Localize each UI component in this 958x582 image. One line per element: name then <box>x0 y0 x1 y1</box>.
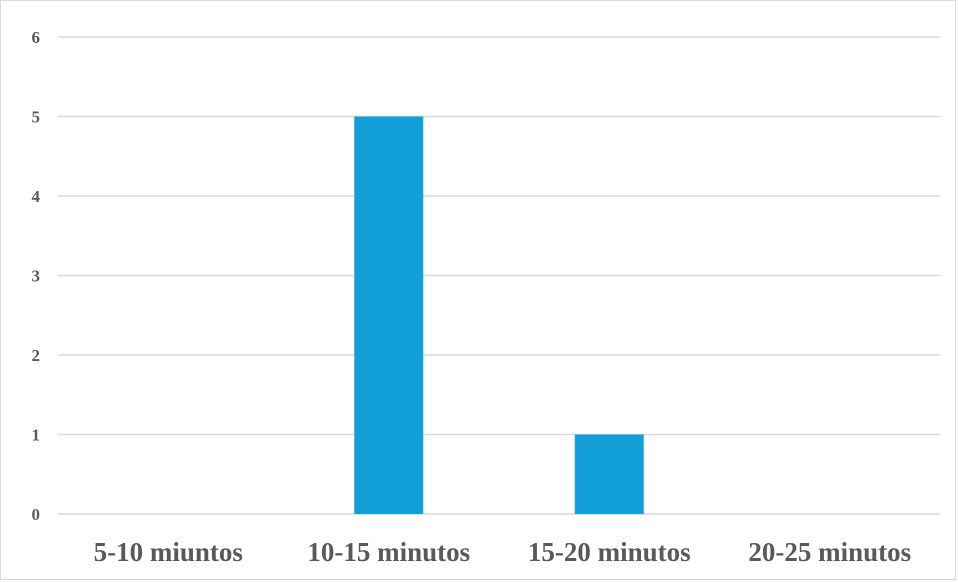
y-tick-label: 1 <box>32 426 41 445</box>
y-tick-label: 0 <box>32 505 41 524</box>
x-axis-category-labels: 5-10 miuntos 10-15 minutos 15-20 minutos 20… <box>94 537 912 567</box>
x-category-label: 15-20 minutos <box>528 537 691 567</box>
x-category-label: 5-10 miuntos <box>94 537 243 567</box>
y-tick-label: 3 <box>32 267 41 286</box>
bar-2 <box>574 434 644 514</box>
y-tick-label: 5 <box>32 108 41 127</box>
x-category-label: 10-15 minutos <box>307 537 470 567</box>
y-tick-label: 4 <box>32 187 41 206</box>
gridlines <box>58 36 940 515</box>
y-tick-label: 6 <box>32 28 41 47</box>
y-tick-label: 2 <box>32 346 41 365</box>
bars <box>354 116 644 514</box>
y-axis-tick-labels: 0 1 2 3 4 5 6 <box>32 28 41 524</box>
bar-1 <box>354 116 424 514</box>
x-category-label: 20-25 minutos <box>748 537 911 567</box>
